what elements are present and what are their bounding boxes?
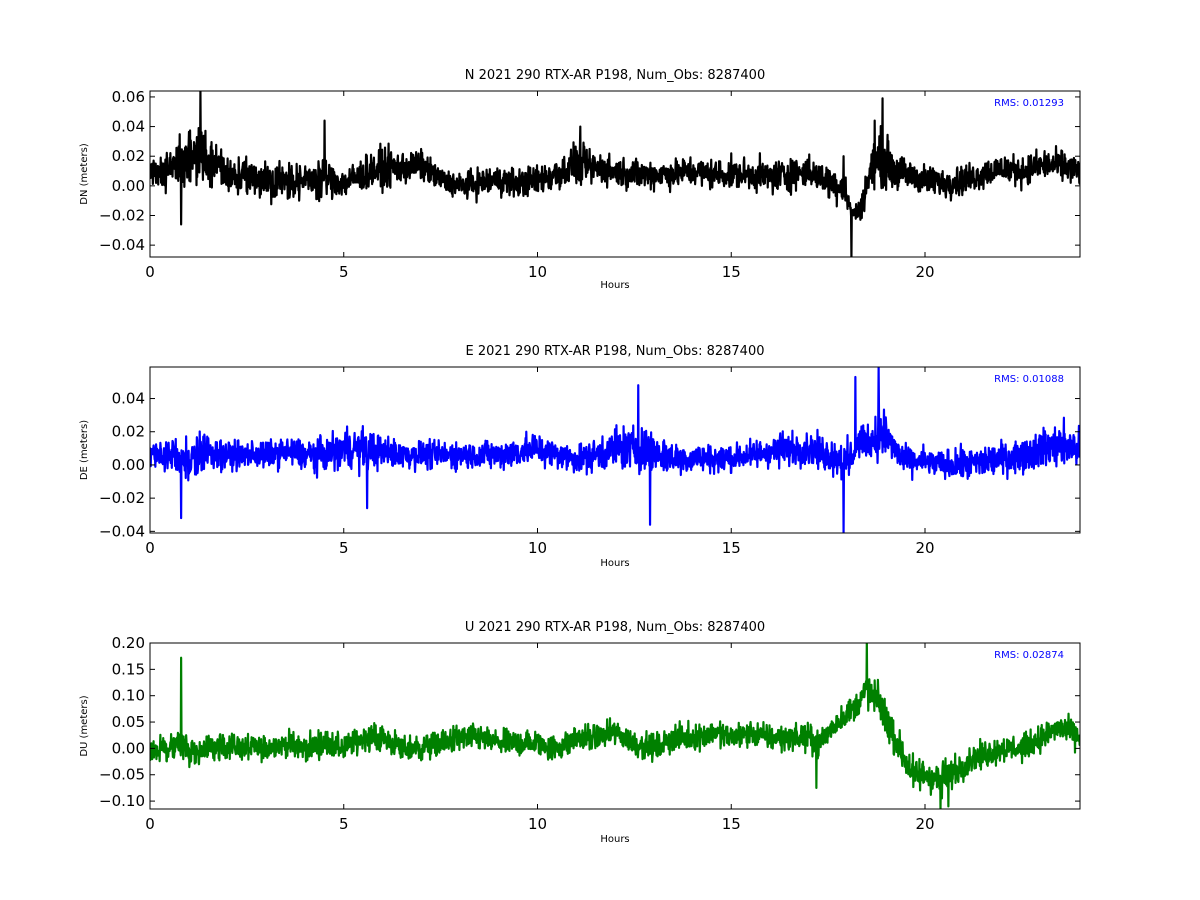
y-tick-label: 0.04	[112, 118, 145, 136]
y-tick-label: −0.02	[99, 207, 145, 225]
plot-area	[150, 91, 1080, 257]
y-axis-label: DU (meters)	[79, 695, 90, 756]
x-axis-ticks: 0 5 10 15 20	[145, 91, 935, 281]
y-tick-label: 0.05	[112, 713, 145, 731]
x-tick-label: 20	[915, 263, 934, 281]
y-tick-label: −0.04	[99, 522, 145, 540]
y-tick-label: 0.20	[112, 634, 145, 652]
plot-area	[150, 367, 1080, 533]
y-axis-label: DN (meters)	[79, 143, 90, 205]
y-axis-ticks: −0.04 −0.02 0.00 0.02 0.04 0.06	[99, 88, 1080, 254]
plot-frame	[149, 642, 1081, 810]
panel-title: E 2021 290 RTX-AR P198, Num_Obs: 8287400	[466, 344, 765, 359]
y-tick-label: 0.04	[112, 390, 145, 408]
panel-title: N 2021 290 RTX-AR P198, Num_Obs: 8287400	[465, 68, 765, 83]
series-line	[150, 643, 1080, 809]
rms-annotation: RMS: 0.01293	[994, 98, 1064, 109]
x-axis-ticks: 0 5 10 15 20	[145, 367, 935, 557]
x-axis-label: Hours	[600, 834, 629, 845]
x-tick-label: 15	[722, 263, 741, 281]
plot-area	[150, 643, 1080, 809]
y-tick-label: 0.02	[112, 423, 145, 441]
y-tick-label: 0.00	[112, 739, 145, 757]
x-tick-label: 10	[528, 815, 547, 833]
y-axis-ticks: −0.10 −0.05 0.00 0.05 0.10 0.15 0.20	[99, 634, 1080, 810]
panel-up: U 2021 290 RTX-AR P198, Num_Obs: 8287400…	[79, 620, 1081, 845]
y-tick-label: −0.04	[99, 236, 145, 254]
plot-frame	[149, 366, 1081, 534]
x-tick-label: 0	[145, 815, 155, 833]
y-tick-label: 0.00	[112, 177, 145, 195]
series-line	[150, 367, 1080, 533]
y-tick-label: 0.00	[112, 456, 145, 474]
y-tick-label: 0.02	[112, 147, 145, 165]
y-tick-label: −0.10	[99, 792, 145, 810]
x-tick-label: 10	[528, 263, 547, 281]
rms-annotation: RMS: 0.02874	[994, 650, 1064, 661]
x-tick-label: 20	[915, 815, 934, 833]
x-tick-label: 5	[339, 263, 349, 281]
x-tick-label: 20	[915, 539, 934, 557]
x-tick-label: 15	[722, 539, 741, 557]
y-tick-label: 0.06	[112, 88, 145, 106]
panel-east: E 2021 290 RTX-AR P198, Num_Obs: 8287400…	[79, 344, 1081, 569]
panel-title: U 2021 290 RTX-AR P198, Num_Obs: 8287400	[465, 620, 765, 635]
y-tick-label: −0.05	[99, 766, 145, 784]
x-axis-ticks: 0 5 10 15 20	[145, 643, 935, 833]
y-axis-ticks: −0.04 −0.02 0.00 0.02 0.04	[99, 390, 1080, 540]
y-tick-label: −0.02	[99, 489, 145, 507]
x-tick-label: 10	[528, 539, 547, 557]
panel-north: N 2021 290 RTX-AR P198, Num_Obs: 8287400…	[79, 68, 1081, 291]
x-tick-label: 5	[339, 539, 349, 557]
y-tick-label: 0.10	[112, 687, 145, 705]
x-axis-label: Hours	[600, 558, 629, 569]
x-tick-label: 0	[145, 539, 155, 557]
plot-frame	[149, 90, 1081, 258]
rms-annotation: RMS: 0.01088	[994, 374, 1064, 385]
y-tick-label: 0.15	[112, 660, 145, 678]
x-tick-label: 0	[145, 263, 155, 281]
x-tick-label: 5	[339, 815, 349, 833]
series-line	[150, 91, 1080, 257]
x-axis-label: Hours	[600, 280, 629, 291]
y-axis-label: DE (meters)	[79, 420, 90, 480]
x-tick-label: 15	[722, 815, 741, 833]
